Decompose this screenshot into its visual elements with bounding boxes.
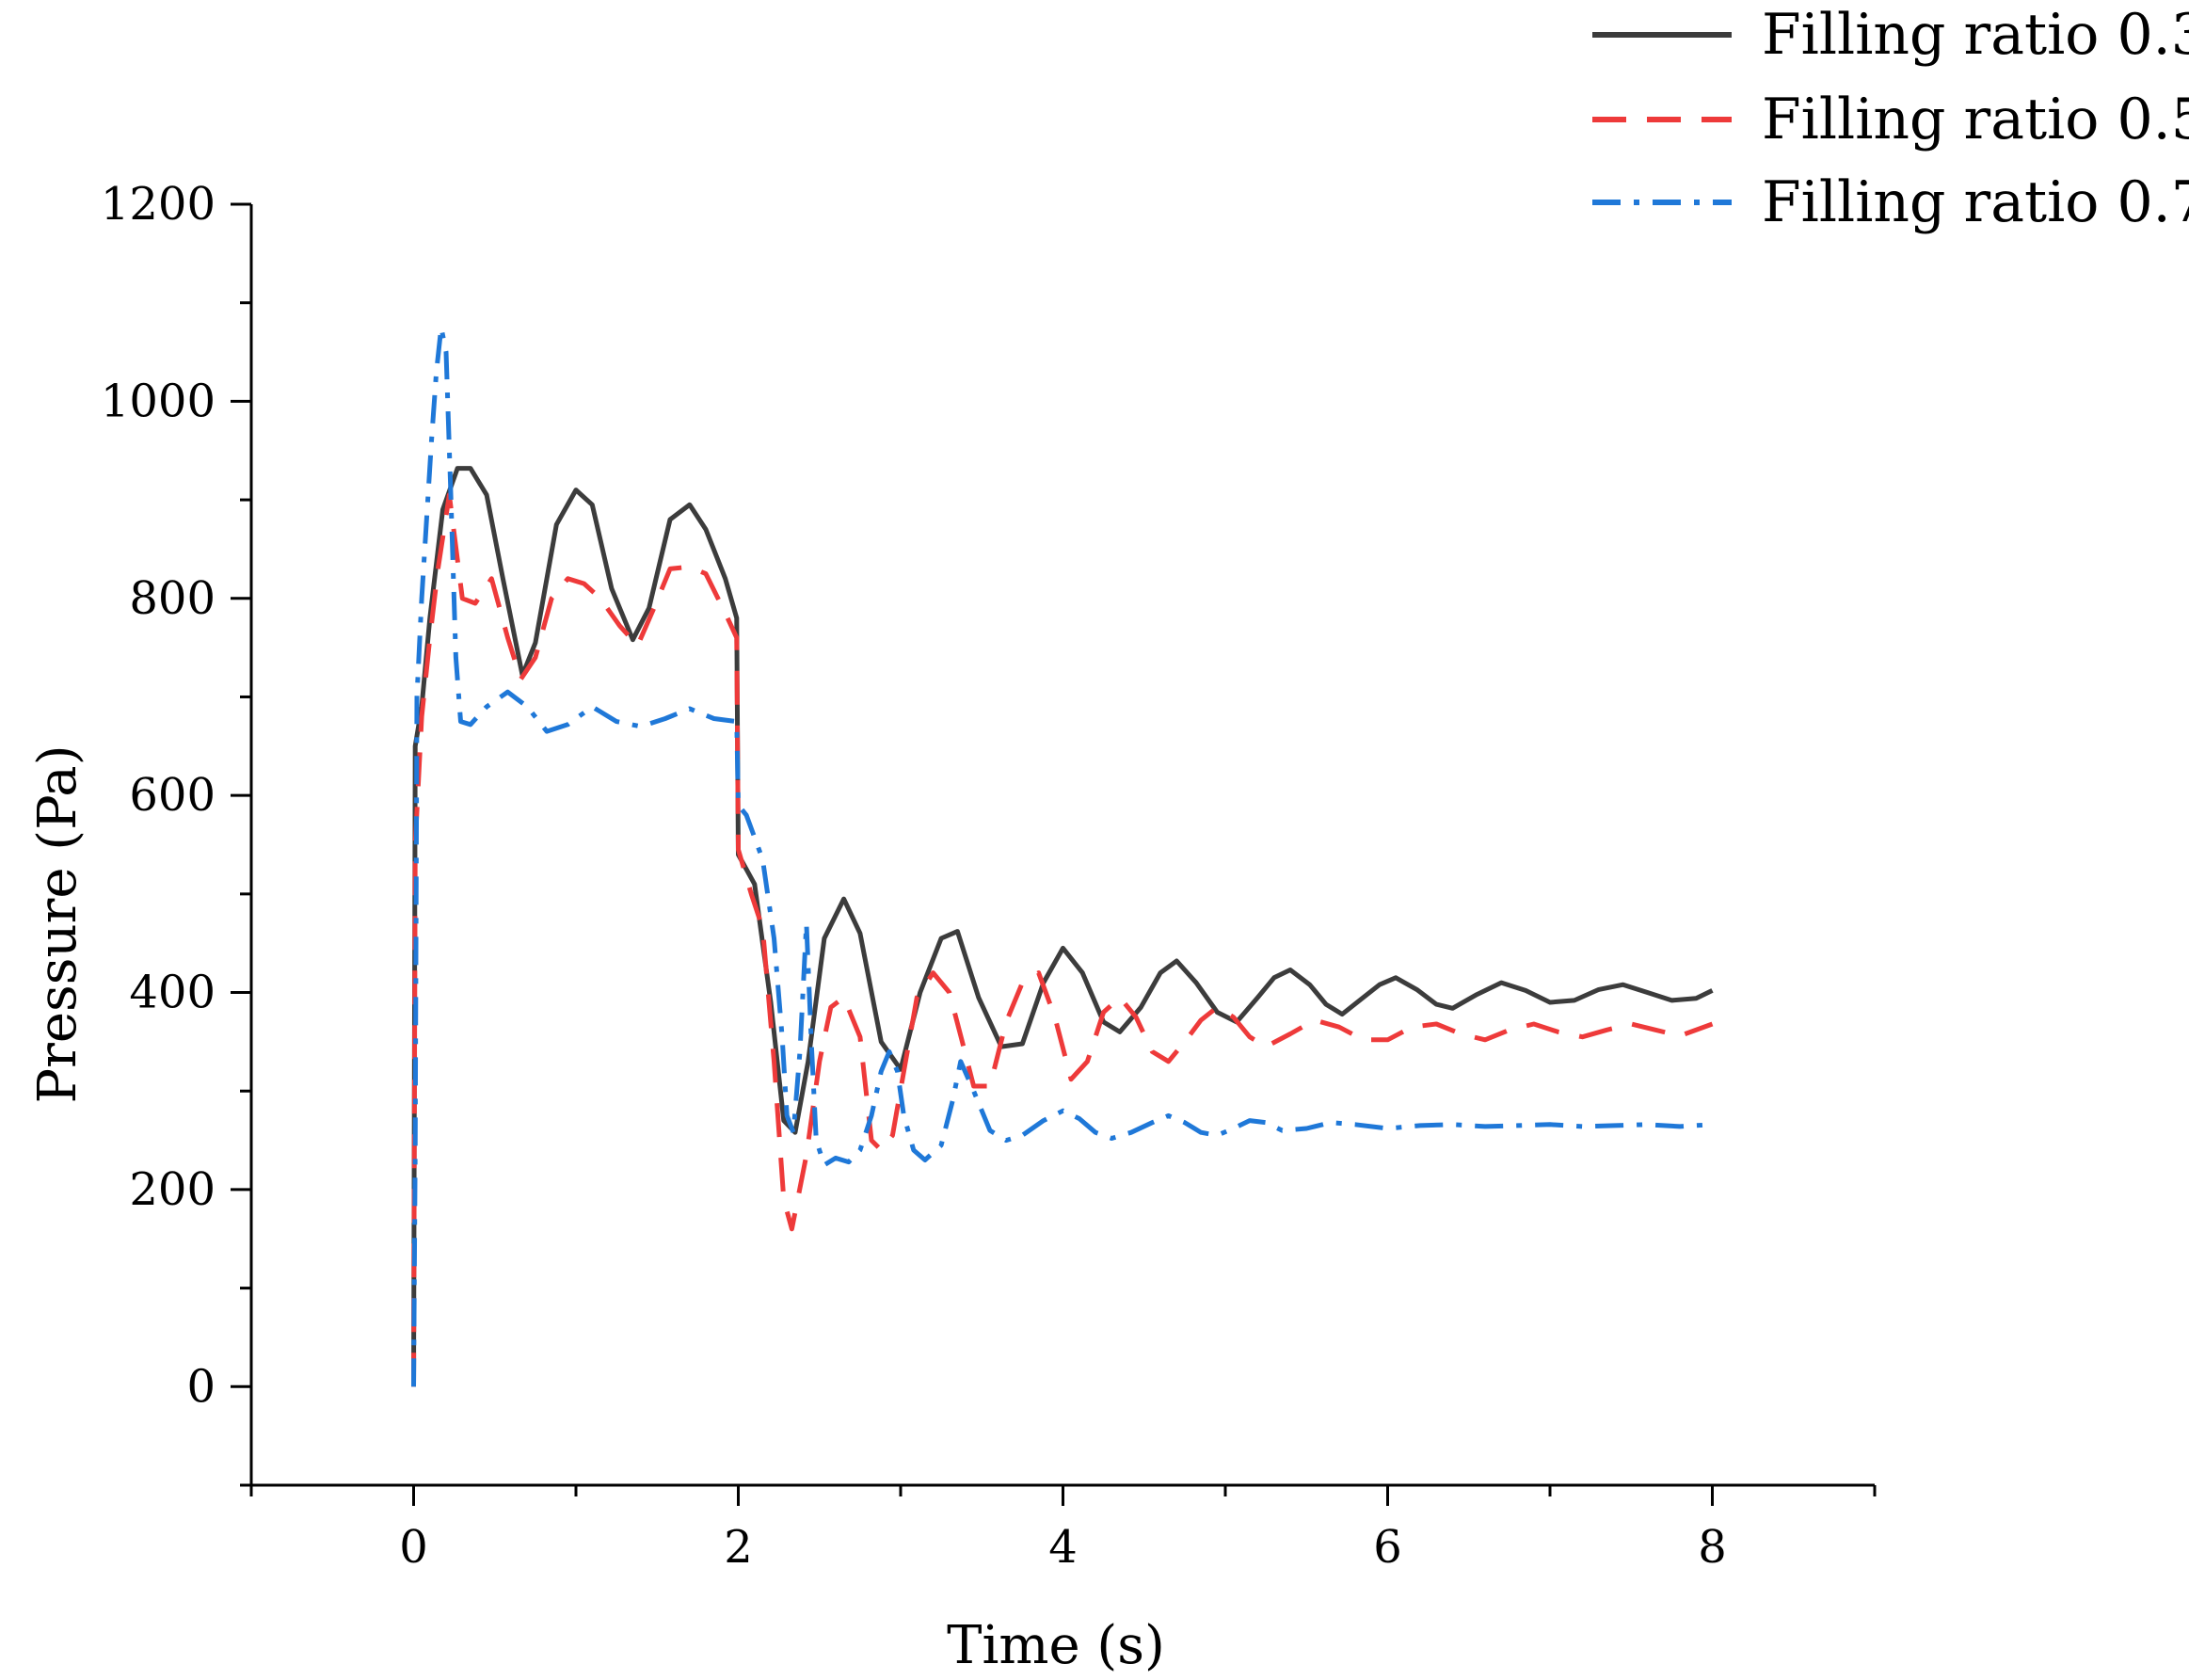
legend-label-3: Filling ratio 0.7	[1762, 169, 2189, 235]
ticks	[231, 202, 1877, 1506]
x-tick-label: 0	[399, 1521, 428, 1574]
y-tick-label: 1200	[101, 178, 216, 231]
y-tick-label: 800	[129, 572, 216, 625]
x-tick-label: 8	[1698, 1521, 1727, 1574]
y-axis-title: Pressure (Pa)	[27, 744, 88, 1103]
plot-lines	[411, 325, 1714, 1387]
series-line-1	[411, 466, 1714, 1387]
x-tick-label: 2	[724, 1521, 753, 1574]
tick-labels: 0 200 400 600 800 1000 1200 0 2 4 6 8	[101, 178, 1727, 1574]
axes	[249, 204, 1875, 1487]
legend: Filling ratio 0.3 Filling ratio 0.5 Fillin…	[1592, 2, 2189, 235]
series-line-3	[411, 325, 1713, 1387]
y-tick-label: 600	[129, 769, 216, 822]
legend-label-1: Filling ratio 0.3	[1762, 2, 2189, 68]
y-tick-label: 1000	[101, 375, 216, 427]
y-tick-label: 200	[129, 1163, 216, 1216]
x-tick-label: 6	[1373, 1521, 1402, 1574]
x-axis-title: Time (s)	[947, 1615, 1165, 1676]
series-line-2	[411, 492, 1714, 1387]
y-tick-label: 0	[186, 1360, 216, 1413]
legend-label-2: Filling ratio 0.5	[1762, 87, 2189, 152]
x-tick-label: 4	[1048, 1521, 1078, 1574]
y-tick-label: 400	[129, 967, 216, 1019]
